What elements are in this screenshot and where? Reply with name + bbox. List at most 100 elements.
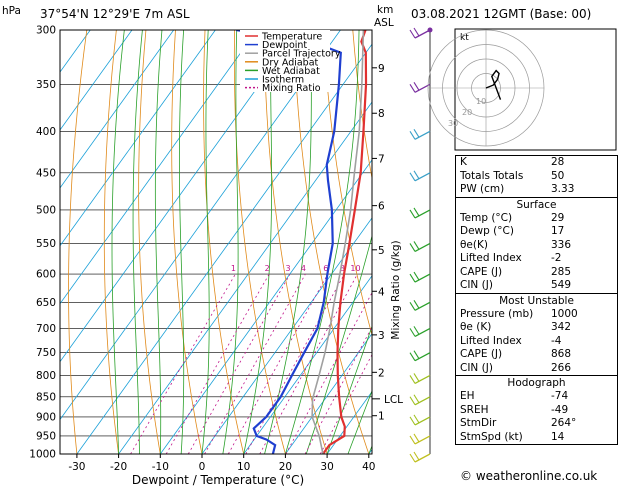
wind-barb-flag (409, 416, 416, 426)
wind-barb (414, 273, 431, 283)
km-tick-label: 4 (378, 286, 385, 298)
pressure-tick-label: 450 (36, 167, 56, 179)
hodograph-ring-label: 20 (462, 108, 472, 117)
datetime-title: 03.08.2021 12GMT (Base: 00) (411, 7, 591, 21)
mixing-ratio-label: 2 (265, 264, 270, 273)
unstable-value: 868 (551, 348, 572, 360)
plot-area: 1 2 3 4 6 8 10 15 20 2530035040045050055060065070… (29, 25, 617, 473)
unstable-row: CIN (J) 266 (456, 362, 617, 376)
wind-barb-flag (409, 375, 416, 384)
isotherm-line (159, 159, 372, 454)
surface-section: Surface Temp (°C) 29 Dewp (°C) 17 θe(K) 336 Li… (456, 196, 617, 293)
mixing-ratio-line (130, 273, 236, 454)
wind-barb-flag (409, 209, 416, 219)
wind-barb-flag (413, 81, 420, 91)
top-value: 50 (551, 169, 565, 182)
x-tick-label: 0 (199, 461, 206, 473)
wind-barb (414, 453, 431, 463)
units-asl: ASL (374, 17, 394, 29)
pressure-tick-label: 850 (36, 391, 56, 403)
hodograph-rows: EH -74 SREH -49 StmDir 264° StmSpd (kt) 14 (456, 390, 617, 444)
surface-value: 17 (551, 225, 565, 237)
wind-barb (414, 130, 431, 140)
wind-barb-flag (409, 396, 416, 406)
isotherm-line (60, 30, 133, 131)
wind-barb-flag (409, 243, 416, 252)
hodo-label: EH (460, 390, 475, 402)
unstable-value: 266 (551, 361, 572, 374)
wind-barb (414, 327, 431, 337)
unstable-title: Most Unstable (499, 294, 574, 307)
x-tick-label: 20 (279, 461, 292, 473)
footer-credit[interactable]: © weatheronline.co.uk (460, 469, 598, 483)
unstable-section: Most Unstable Pressure (mb) 1000 θe (K) 342… (456, 292, 617, 376)
location-title: 37°54'N 12°29'E 7m ASL (40, 7, 190, 21)
top-value: 3.33 (551, 183, 575, 195)
wind-barb (414, 172, 431, 182)
wind-barb-flag (409, 83, 416, 93)
km-tick-label: 5 (378, 245, 385, 257)
wind-barb-flag (413, 326, 420, 335)
isotherm-line (76, 43, 372, 454)
pressure-tick-label: 900 (36, 411, 56, 423)
hodo-label: SREH (460, 403, 489, 416)
plot-frame (59, 29, 373, 455)
dry-adiabat-line (263, 30, 328, 454)
hodograph-ring-label: 10 (476, 97, 486, 106)
surface-value: -2 (551, 252, 562, 264)
wet-adiabat-line (111, 30, 125, 454)
pressure-tick-label: 650 (36, 297, 56, 309)
wet-adiabat-line (264, 30, 312, 454)
x-axis-title: Dewpoint / Temperature (°C) (132, 473, 304, 486)
hodo-value: 264° (551, 417, 577, 429)
wind-barb-flag (413, 129, 420, 138)
unstable-label: Lifted Index (460, 334, 522, 347)
wet-adiabat-line (178, 30, 185, 454)
units-km: km (377, 4, 393, 16)
surface-value: 336 (551, 238, 572, 251)
x-tick-label: 10 (237, 461, 250, 473)
isotherm-line (60, 30, 300, 363)
unstable-value: 342 (551, 321, 572, 333)
isotherm-line (60, 30, 216, 247)
isotherm-line (60, 30, 341, 421)
pressure-tick-label: 750 (36, 347, 56, 359)
hodo-value: -49 (551, 403, 569, 416)
wind-barb-flag (413, 433, 420, 443)
wind-barb (414, 352, 431, 362)
unstable-label: θe (K) (460, 321, 492, 333)
temperature-profile (322, 30, 368, 454)
wind-barb (414, 29, 431, 39)
wet-adiabat-line (326, 325, 372, 454)
surface-label: CIN (J) (460, 279, 493, 291)
dry-adiabat-line (171, 30, 203, 454)
wind-barb-flag (409, 328, 416, 337)
pressure-tick-label: 500 (36, 204, 56, 216)
surface-row: CIN (J) 549 (456, 279, 617, 293)
legend-label: Mixing Ratio (262, 83, 321, 94)
surface-value: 29 (551, 211, 565, 224)
surface-row: θe(K) 336 (456, 239, 617, 253)
hodograph-units: kt (460, 33, 469, 43)
legend-label: Isotherm (262, 75, 304, 86)
wet-adiabat-line (305, 234, 372, 454)
wind-barb-flag (409, 131, 416, 140)
wind-barb (414, 83, 431, 93)
top-label: PW (cm) (460, 183, 505, 195)
surface-row: CAPE (J) 285 (456, 266, 617, 280)
hodo-row: EH -74 (456, 390, 617, 404)
isotherm-line (60, 30, 175, 189)
wet-adiabat-line (243, 30, 273, 454)
unstable-row: Lifted Index -4 (456, 335, 617, 349)
mixing-ratio-line (245, 273, 345, 454)
plot-inner: 1 2 3 4 6 8 10 15 20 25 (60, 30, 372, 454)
wind-barb-flag (409, 302, 416, 311)
wind-barb-flag (409, 172, 416, 182)
unstable-label: CAPE (J) (460, 348, 503, 360)
surface-label: Dewp (°C) (460, 225, 514, 237)
km-tick-label: 2 (378, 367, 385, 379)
isotherm-line (285, 333, 372, 454)
hodo-value: 14 (551, 430, 565, 443)
legend-background (240, 30, 330, 92)
wind-top-dot (427, 27, 433, 33)
